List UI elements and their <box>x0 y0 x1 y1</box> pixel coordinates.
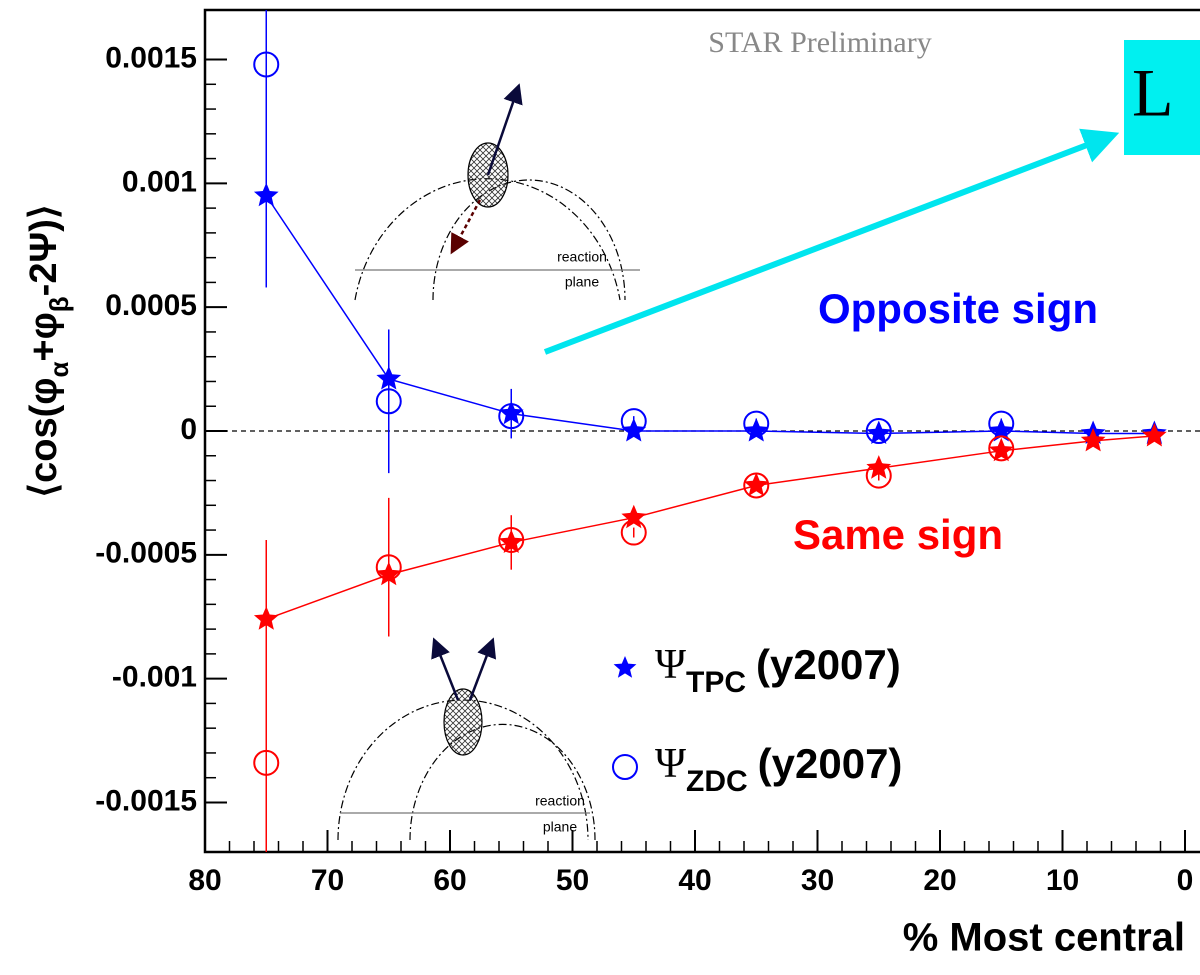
y-tick-label: 0.0005 <box>105 289 197 322</box>
plot-area <box>253 10 1167 852</box>
star-marker <box>866 420 892 444</box>
circle-marker <box>375 554 402 581</box>
watermark: STAR Preliminary <box>708 26 931 59</box>
circle-marker <box>498 526 525 553</box>
legend-text: (y2007) <box>756 641 901 688</box>
star-marker <box>498 529 524 553</box>
star-marker <box>743 418 769 442</box>
y-tick-label: -0.001 <box>112 661 197 694</box>
circle-marker <box>253 749 280 776</box>
circle-marker <box>865 418 892 444</box>
legend-symbol: Ψ <box>655 741 686 787</box>
diagram-label: plane <box>565 274 599 290</box>
annotation: Opposite sign <box>818 285 1098 332</box>
y-axis-label-part: -2Ψ)⟩ <box>23 204 65 296</box>
star-marker <box>988 437 1014 462</box>
circle-marker <box>620 408 647 435</box>
diagram-label: reaction <box>557 249 607 265</box>
x-tick-label: 40 <box>678 864 711 897</box>
circle-marker <box>620 519 647 546</box>
x-tick-label: 0 <box>1177 864 1194 897</box>
y-axis-label-part: β <box>44 296 74 312</box>
legend-marker <box>613 656 637 678</box>
circle-marker <box>988 435 1015 462</box>
legend-sub: ZDC <box>686 765 748 798</box>
x-axis-label: % Most central <box>903 916 1185 960</box>
callout-box <box>1124 40 1200 155</box>
callout-text: L <box>1132 55 1174 131</box>
star-marker <box>253 606 279 630</box>
y-axis-label-part: +φ <box>23 312 65 361</box>
star-marker <box>253 182 279 207</box>
y-tick-label: 0.001 <box>122 165 197 198</box>
legend-text: (y2007) <box>758 740 903 787</box>
diagram-top <box>354 83 640 301</box>
star-marker <box>376 561 402 586</box>
y-tick-label: -0.0005 <box>95 537 197 570</box>
x-tick-label: 30 <box>801 864 834 897</box>
y-tick-label: -0.0015 <box>95 784 197 817</box>
star-marker <box>376 366 402 390</box>
star-marker <box>1080 427 1106 452</box>
star-marker <box>988 418 1014 442</box>
legend-sub: TPC <box>686 666 746 699</box>
y-axis-label-part: α <box>44 362 74 378</box>
x-tick-label: 20 <box>923 864 956 897</box>
x-tick-label: 60 <box>433 864 466 897</box>
star-marker <box>866 455 892 479</box>
circle-marker <box>743 472 770 499</box>
arrow <box>543 128 1120 355</box>
circle-marker <box>498 403 525 430</box>
legend-label: ΨTPC (y2007) <box>655 641 901 699</box>
diagram-bottom <box>337 637 596 841</box>
x-tick-label: 70 <box>311 864 344 897</box>
legend-label: ΨZDC (y2007) <box>655 740 902 798</box>
y-tick-label: 0 <box>180 413 197 446</box>
diagram-label: reaction <box>535 793 585 809</box>
y-axis-label: ⟨cos(φα+φβ-2Ψ)⟩ <box>23 204 74 497</box>
x-tick-label: 80 <box>188 864 221 897</box>
legend-symbol: Ψ <box>655 642 686 688</box>
star-marker <box>1142 423 1167 447</box>
circle-marker <box>743 410 770 437</box>
diagram-label: plane <box>543 819 577 835</box>
star-marker <box>621 418 647 442</box>
circle-marker <box>865 462 892 489</box>
y-tick-label: 0.0015 <box>105 41 197 74</box>
star-marker <box>498 400 524 425</box>
legend-marker <box>612 754 638 780</box>
series-line <box>265 435 1155 620</box>
circle-marker <box>253 51 280 78</box>
circle-marker <box>375 388 402 415</box>
x-tick-label: 10 <box>1046 864 1079 897</box>
annotation: Same sign <box>793 511 1003 558</box>
star-marker <box>743 472 769 496</box>
y-axis-label-part: ⟨cos(φ <box>23 378 65 498</box>
x-tick-label: 50 <box>556 864 589 897</box>
